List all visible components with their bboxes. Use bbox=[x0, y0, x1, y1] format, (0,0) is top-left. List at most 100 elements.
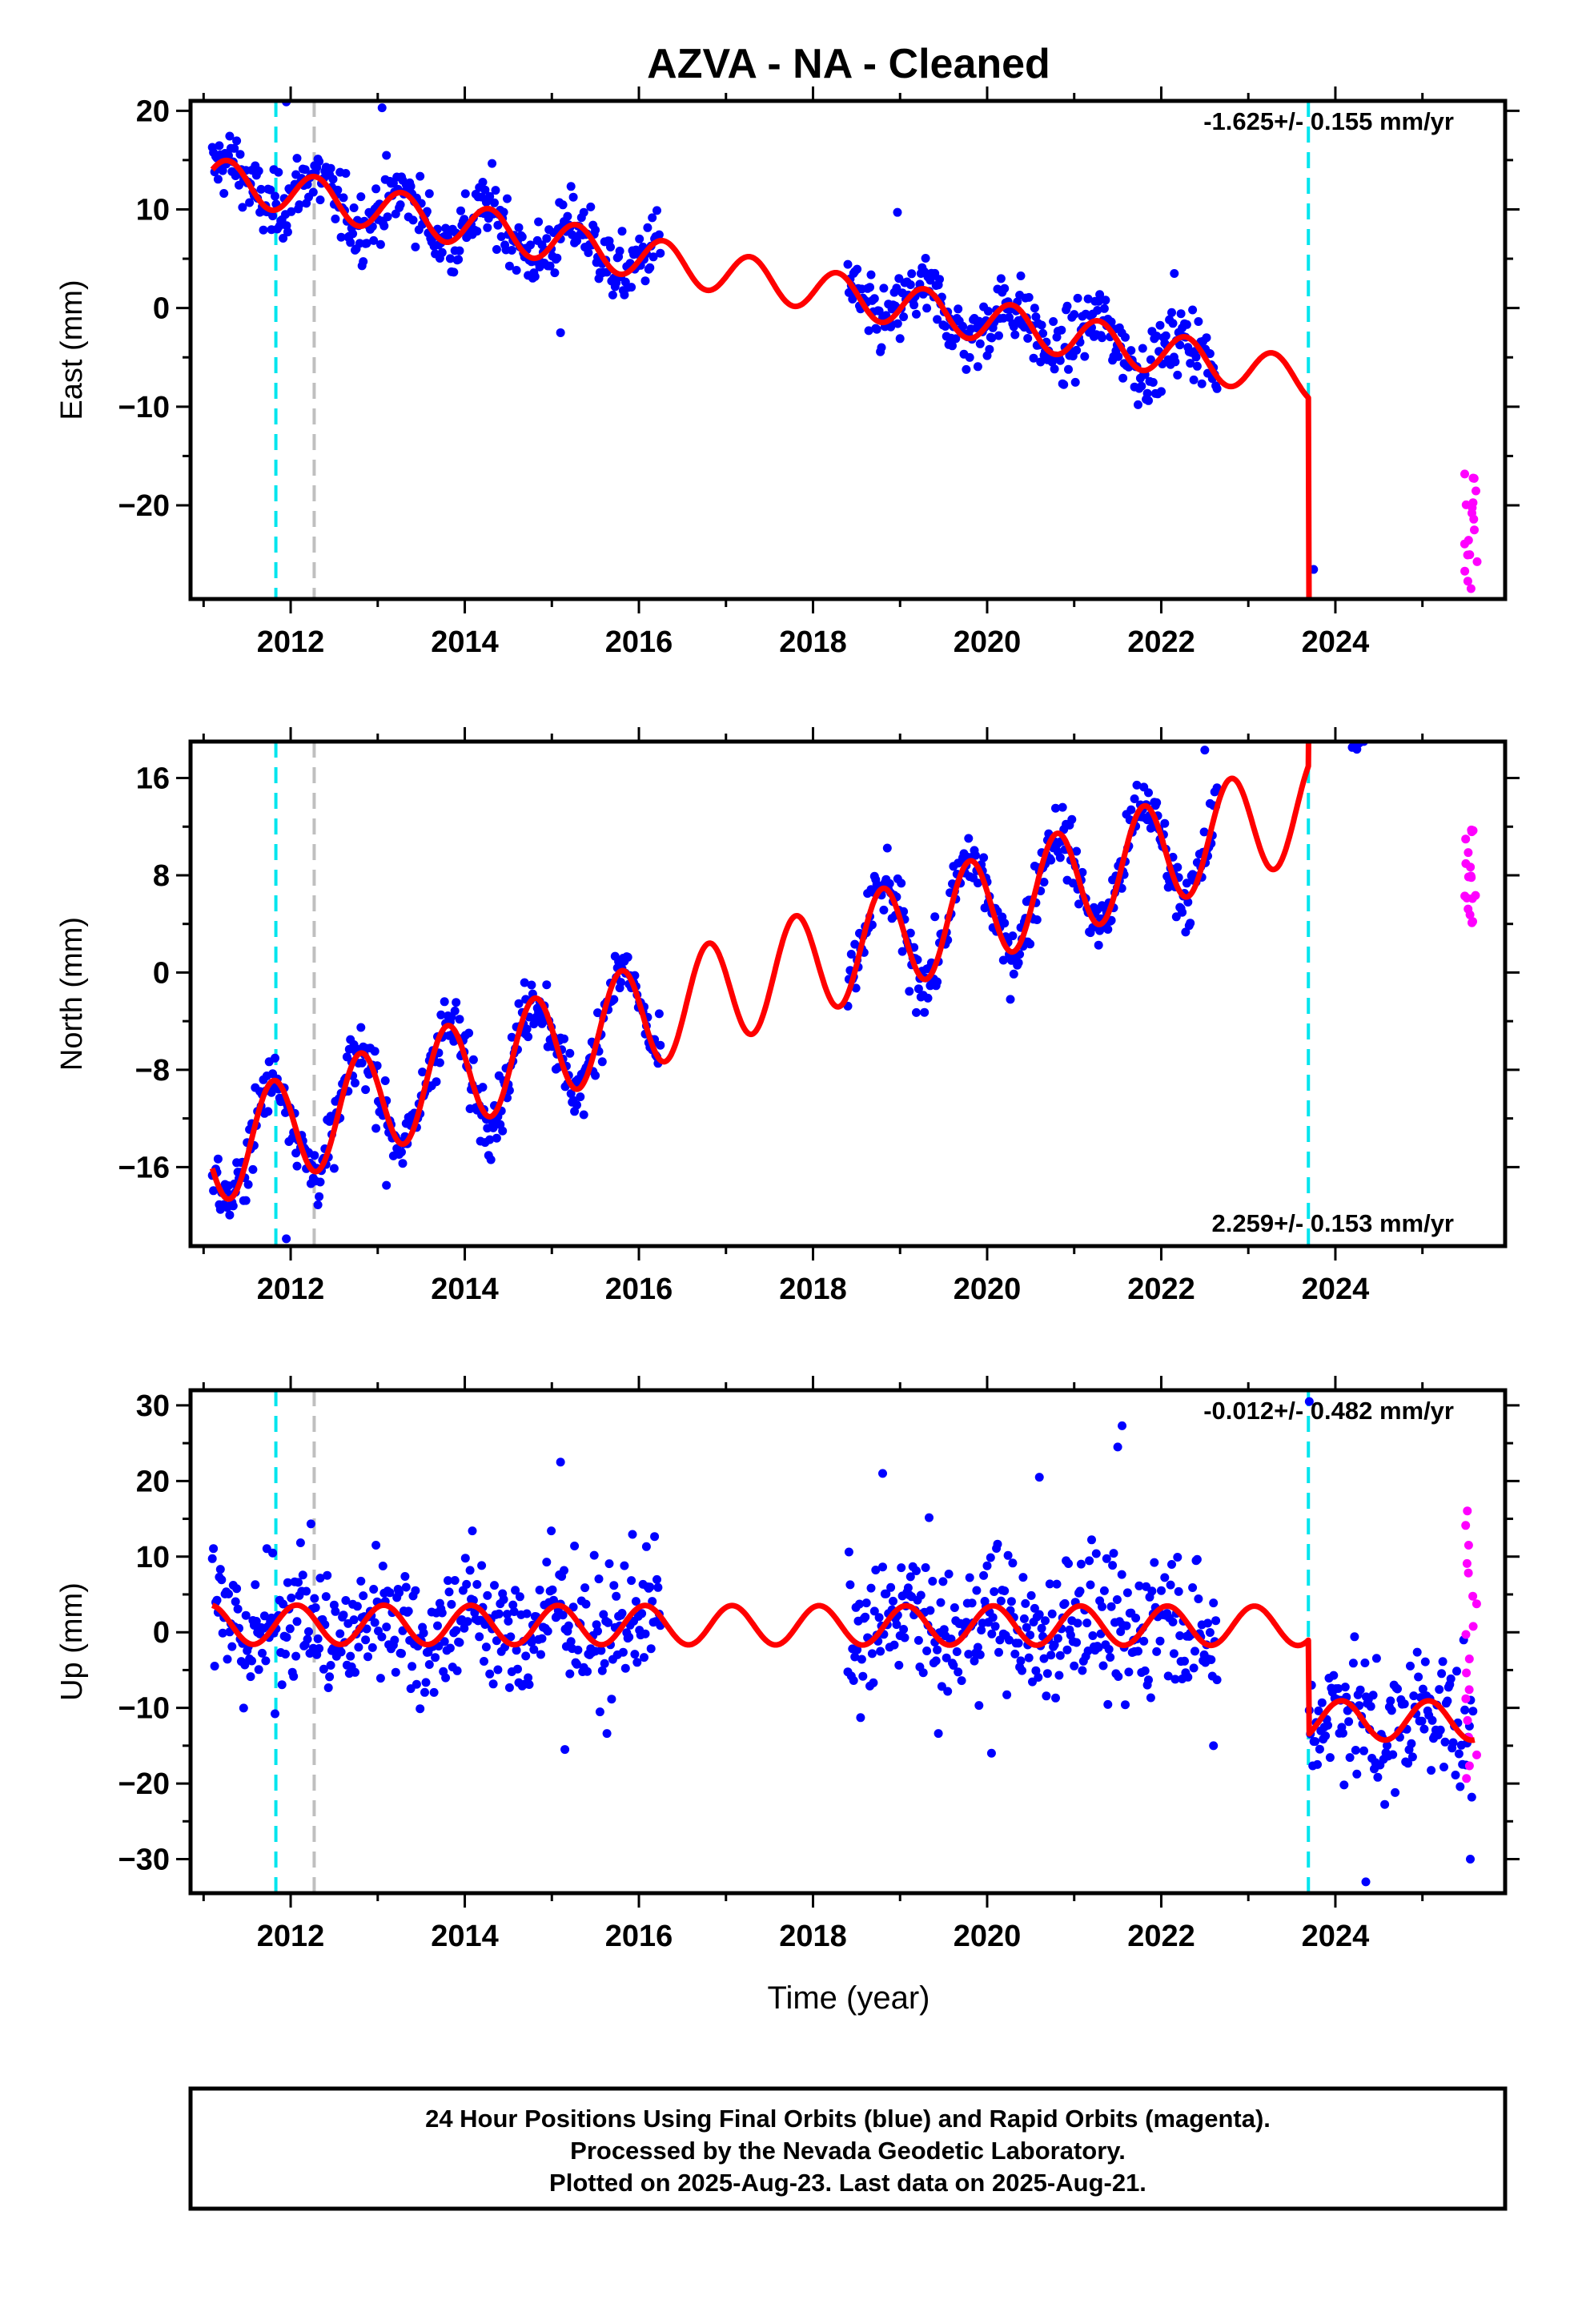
final-point bbox=[1325, 1753, 1335, 1763]
final-point bbox=[1405, 669, 1414, 678]
final-point bbox=[1331, 696, 1339, 705]
final-point bbox=[1327, 667, 1335, 676]
final-point-outlier bbox=[1034, 1473, 1044, 1482]
final-point bbox=[1311, 660, 1319, 669]
final-point bbox=[256, 184, 266, 194]
final-point bbox=[313, 1200, 323, 1209]
final-point bbox=[1319, 661, 1327, 670]
final-point bbox=[238, 203, 247, 212]
final-point bbox=[534, 1007, 544, 1017]
final-point bbox=[996, 274, 1006, 283]
final-point bbox=[931, 1656, 941, 1666]
final-point bbox=[1313, 687, 1322, 696]
final-point bbox=[905, 1572, 915, 1582]
final-point bbox=[640, 1629, 650, 1638]
final-point bbox=[517, 232, 527, 242]
final-point bbox=[295, 200, 304, 210]
final-point bbox=[1352, 1769, 1362, 1779]
final-point bbox=[400, 1572, 410, 1581]
final-point bbox=[1060, 1598, 1070, 1608]
final-point bbox=[970, 1656, 979, 1666]
final-point bbox=[604, 1618, 613, 1627]
final-point bbox=[1460, 655, 1468, 664]
final-point bbox=[509, 1607, 519, 1616]
final-point bbox=[600, 1659, 609, 1668]
final-point bbox=[1055, 1651, 1065, 1660]
final-point bbox=[907, 269, 917, 279]
final-point bbox=[1049, 317, 1058, 326]
final-point bbox=[1344, 710, 1353, 718]
final-point bbox=[507, 1032, 516, 1042]
rapid-orbit-points-north bbox=[1460, 825, 1480, 927]
final-point bbox=[576, 1092, 585, 1102]
final-point bbox=[1441, 657, 1450, 665]
final-point bbox=[1442, 710, 1451, 718]
final-point bbox=[1379, 648, 1388, 657]
final-point bbox=[371, 1124, 381, 1133]
final-point bbox=[468, 1526, 477, 1536]
final-point bbox=[450, 1576, 460, 1585]
final-point bbox=[1455, 642, 1464, 651]
final-point bbox=[1124, 1667, 1134, 1677]
final-point bbox=[1418, 1684, 1427, 1694]
final-point bbox=[1407, 1752, 1417, 1762]
final-point bbox=[294, 1578, 303, 1587]
final-point bbox=[1460, 648, 1469, 657]
final-point bbox=[271, 1709, 279, 1719]
final-point bbox=[867, 1649, 877, 1659]
footer-box bbox=[188, 2086, 1508, 2211]
final-point bbox=[1362, 716, 1371, 725]
final-point bbox=[1377, 657, 1386, 666]
rapid-point bbox=[1461, 1521, 1471, 1530]
final-point bbox=[1411, 689, 1419, 698]
final-point bbox=[866, 270, 876, 279]
final-point bbox=[371, 1541, 381, 1550]
final-point bbox=[1419, 618, 1427, 627]
final-point bbox=[1334, 672, 1343, 681]
final-point bbox=[1155, 1636, 1165, 1646]
final-point bbox=[845, 1580, 855, 1590]
final-point bbox=[1456, 1782, 1465, 1791]
final-point bbox=[1414, 683, 1423, 692]
final-point bbox=[416, 171, 425, 181]
final-point bbox=[1117, 1570, 1126, 1579]
final-point bbox=[215, 1565, 225, 1574]
final-point bbox=[1341, 666, 1350, 675]
final-point bbox=[1019, 1614, 1029, 1623]
final-point bbox=[416, 1704, 425, 1714]
final-point bbox=[1375, 699, 1384, 708]
final-point bbox=[1466, 705, 1475, 714]
final-point bbox=[1314, 1706, 1323, 1715]
final-point bbox=[1194, 317, 1203, 326]
final-point bbox=[1087, 1535, 1096, 1545]
figure-title: AZVA - NA - Cleaned bbox=[647, 41, 1050, 87]
final-point bbox=[1387, 1706, 1396, 1715]
final-point bbox=[542, 1558, 552, 1567]
final-point bbox=[1439, 685, 1448, 694]
final-point bbox=[321, 1592, 331, 1602]
final-point-outlier bbox=[893, 207, 902, 217]
final-point bbox=[1359, 680, 1368, 689]
final-point bbox=[346, 238, 355, 247]
final-point bbox=[1419, 655, 1428, 664]
rapid-point bbox=[1467, 825, 1476, 834]
final-point bbox=[1037, 320, 1046, 330]
final-point bbox=[1170, 357, 1180, 367]
final-point bbox=[1337, 686, 1346, 695]
final-point bbox=[308, 187, 318, 197]
final-point bbox=[1346, 725, 1355, 734]
final-point bbox=[916, 1590, 926, 1600]
x-tick-label: 2024 bbox=[1302, 625, 1370, 659]
final-point bbox=[227, 1642, 237, 1651]
final-point bbox=[869, 294, 879, 304]
final-point bbox=[1157, 387, 1166, 396]
final-point bbox=[1018, 1573, 1028, 1582]
final-point bbox=[367, 1642, 377, 1652]
final-point bbox=[1419, 688, 1427, 697]
final-point bbox=[1373, 1772, 1383, 1782]
final-point bbox=[524, 1680, 534, 1689]
final-point bbox=[486, 1155, 496, 1164]
final-point bbox=[1072, 846, 1082, 856]
final-point bbox=[1460, 664, 1469, 673]
final-point bbox=[1031, 1666, 1041, 1675]
